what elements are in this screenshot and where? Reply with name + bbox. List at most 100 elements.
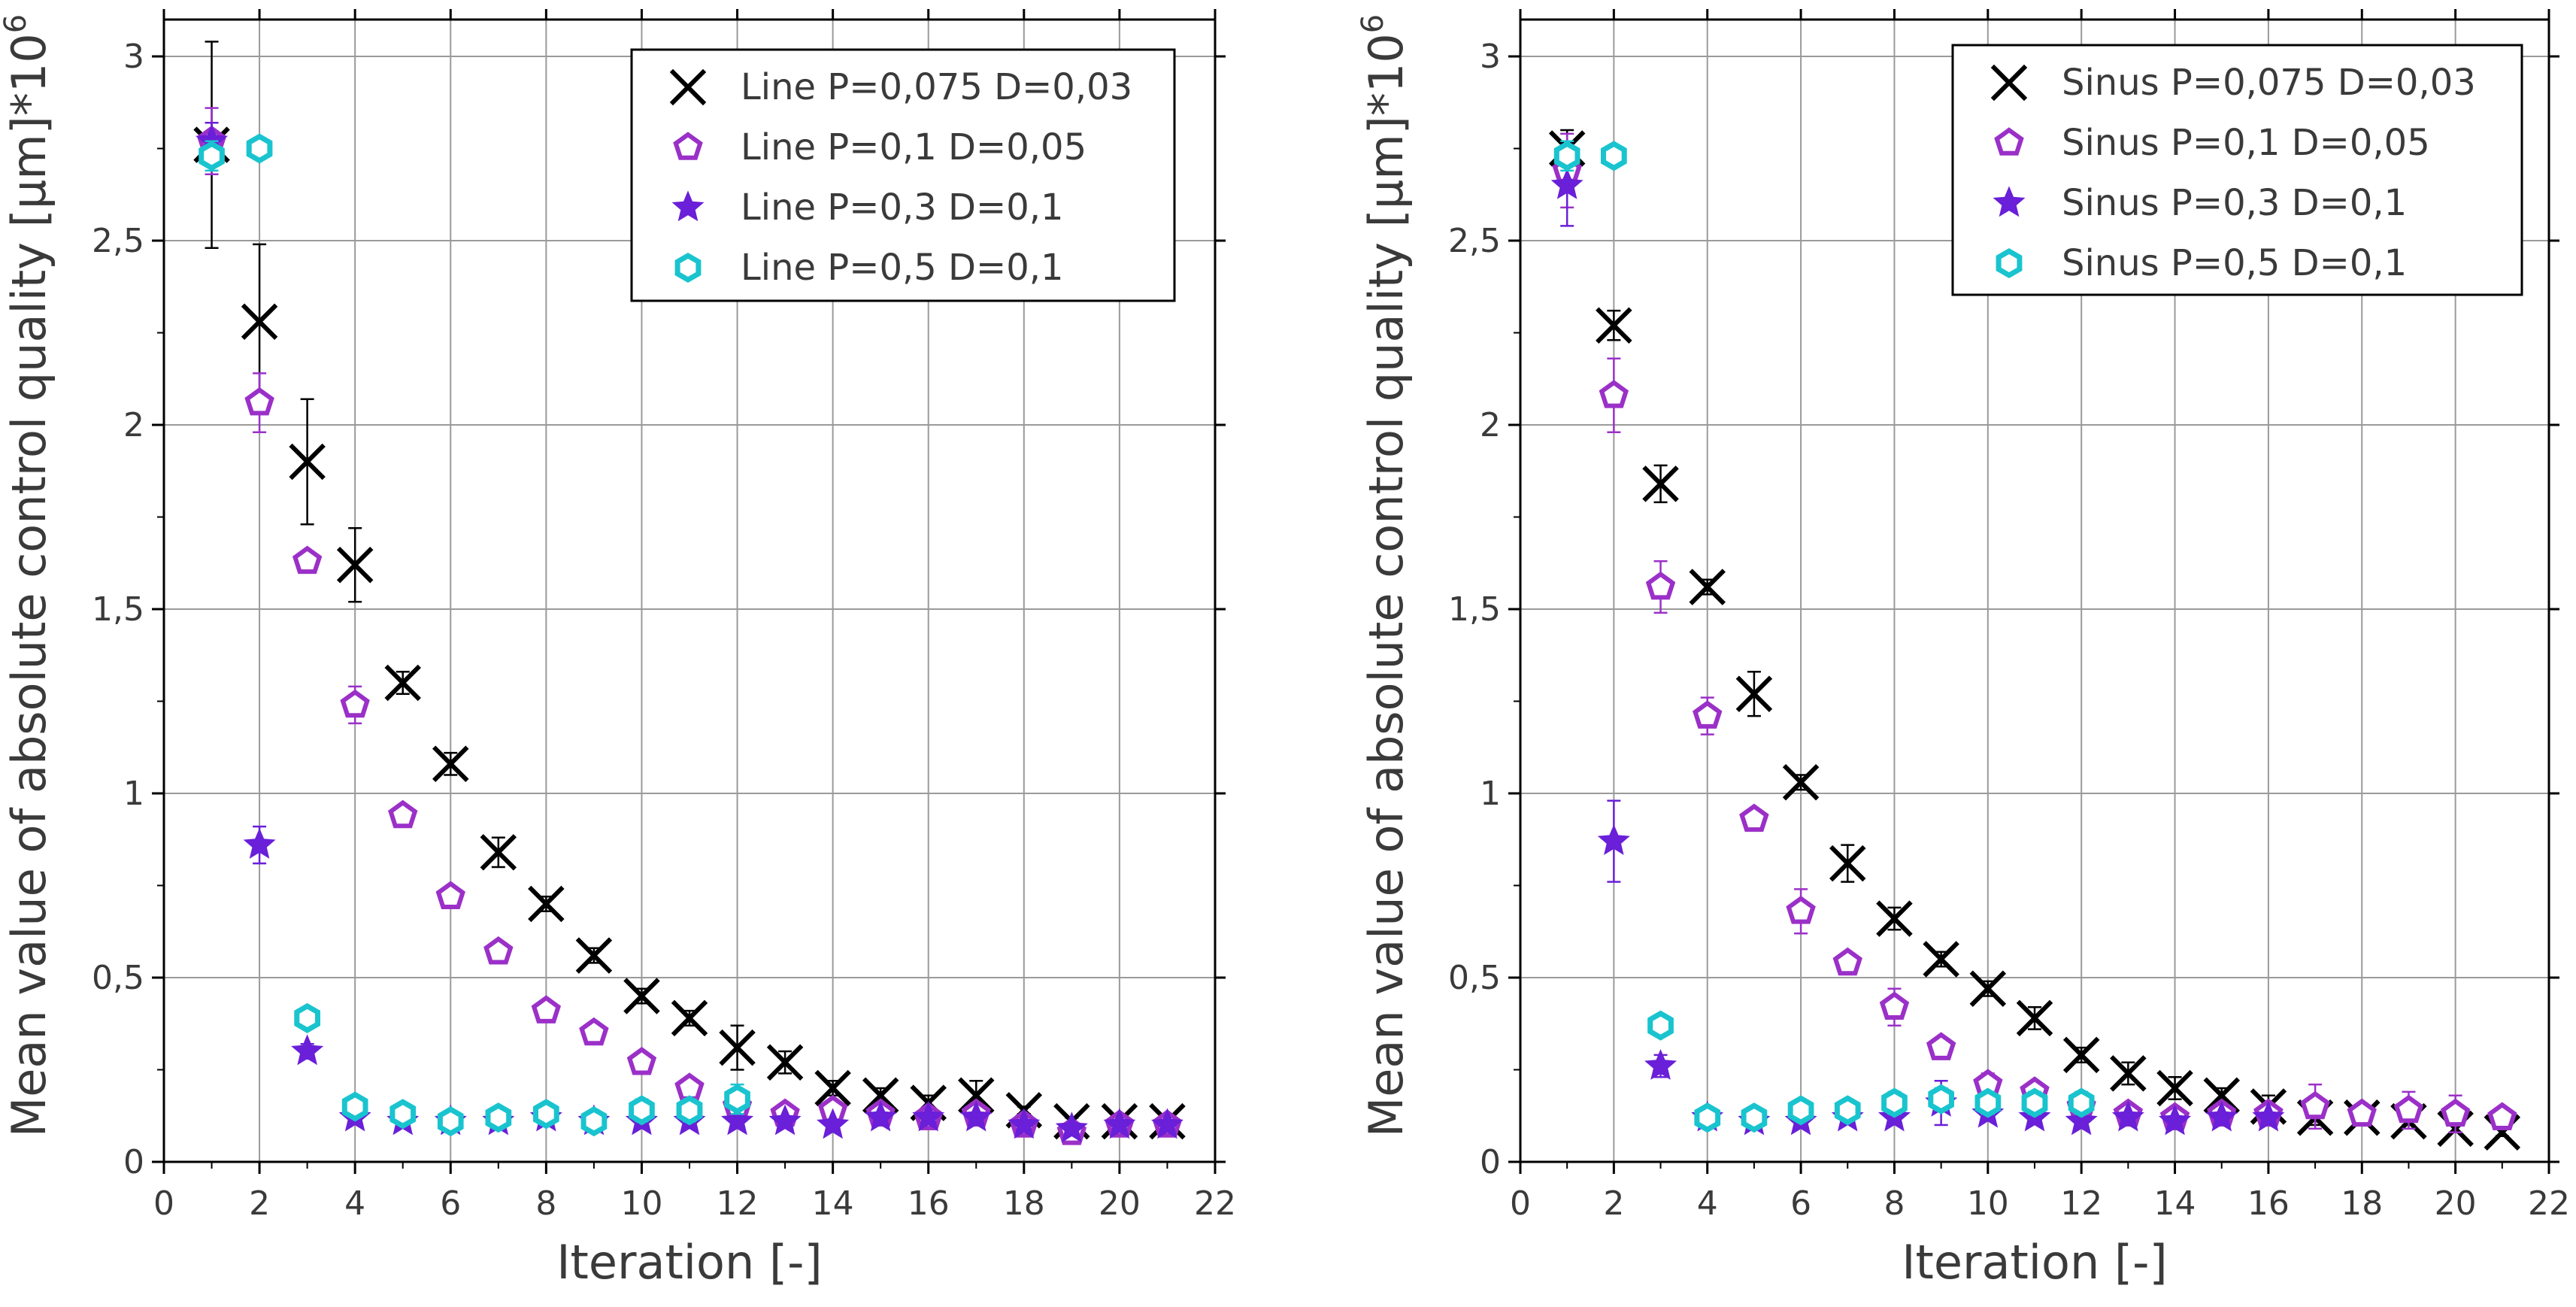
- tick-marks: [152, 9, 1226, 1174]
- y-tick-label: 0: [123, 1143, 144, 1181]
- data-point-hexagon: [1787, 1095, 1814, 1126]
- y-axis-label: Mean value of absolute control quality […: [1356, 14, 1414, 1137]
- data-point-x: [2156, 1069, 2193, 1107]
- x-tick-label: 20: [2435, 1184, 2477, 1223]
- data-point-x: [1829, 845, 1866, 882]
- data-point-star: [291, 1034, 324, 1066]
- data-point-hexagon: [341, 1091, 368, 1122]
- data-point-hexagon: [1601, 141, 1627, 171]
- data-point-star: [864, 1100, 897, 1132]
- y-tick-label: 0,5: [92, 959, 144, 997]
- x-tick-label: 10: [1967, 1184, 2009, 1223]
- y-axis-label-exponent: 6: [1356, 14, 1390, 33]
- data-point-star: [721, 1104, 754, 1136]
- data-point-hexagon: [2021, 1087, 2048, 1118]
- data-point-star: [959, 1100, 993, 1132]
- x-tick-label: 16: [2247, 1184, 2290, 1223]
- x-tick-label: 18: [1003, 1184, 1045, 1223]
- data-point-hexagon: [1881, 1087, 1908, 1118]
- data-point-x: [2203, 1077, 2240, 1114]
- data-point-hexagon: [389, 1099, 417, 1130]
- data-point-x: [1969, 970, 2007, 1007]
- data-point-pentagon: [2440, 1098, 2471, 1127]
- data-point-x: [289, 443, 326, 481]
- legend-box: [1951, 44, 2523, 296]
- data-point-star: [243, 828, 276, 859]
- data-point-star: [1150, 1108, 1183, 1139]
- tick-marks: [1508, 9, 2559, 1174]
- data-point-pentagon: [292, 545, 323, 575]
- data-point-star: [2065, 1104, 2098, 1136]
- y-tick-label: 2: [123, 406, 144, 444]
- x-tick-label: 22: [1194, 1184, 1236, 1223]
- x-tick-label: 0: [1510, 1184, 1531, 1223]
- data-point-x: [432, 745, 469, 783]
- data-point-star: [817, 1108, 850, 1139]
- data-point-x: [958, 1077, 995, 1114]
- data-point-pentagon: [531, 995, 562, 1023]
- x-tick-label: 2: [249, 1184, 270, 1223]
- data-point-pentagon: [2393, 1094, 2424, 1124]
- data-point-hexagon: [724, 1084, 750, 1114]
- series-hexagon: [199, 133, 750, 1137]
- x-axis-label: Iteration [-]: [1902, 1235, 2167, 1290]
- legend-label: Line P=0,1 D=0,05: [741, 126, 1086, 168]
- y-tick-label: 1: [123, 775, 144, 813]
- data-point-x: [384, 664, 421, 702]
- data-point-pentagon: [483, 936, 514, 965]
- data-point-star: [768, 1104, 802, 1136]
- series-hexagon: [1553, 140, 2095, 1133]
- data-point-hexagon: [676, 1095, 703, 1126]
- data-point-hexagon: [246, 133, 273, 164]
- data-point-x: [336, 546, 374, 584]
- data-point-hexagon: [437, 1106, 464, 1137]
- x-tick-label: 0: [153, 1184, 174, 1223]
- x-tick-label: 16: [908, 1184, 950, 1223]
- data-point-star: [1103, 1108, 1136, 1139]
- data-point-star: [1008, 1108, 1041, 1139]
- x-tick-label: 14: [812, 1184, 854, 1223]
- data-point-hexagon: [629, 1095, 655, 1126]
- data-point-x: [1923, 941, 1959, 978]
- data-point-x: [623, 978, 660, 1014]
- legend: Sinus P=0,075 D=0,03 Sinus P=0,1 D=0,05 Si…: [1951, 44, 2523, 296]
- legend-label: Line P=0,5 D=0,1: [741, 247, 1064, 289]
- legend-box: [630, 48, 1176, 302]
- y-axis-label: Mean value of absolute control quality […: [0, 14, 56, 1137]
- data-point-x: [2016, 999, 2053, 1037]
- data-point-hexagon: [2068, 1087, 2095, 1118]
- data-point-x: [241, 303, 278, 341]
- data-point-pentagon: [1832, 947, 1862, 976]
- y-tick-label: 0: [1480, 1143, 1501, 1181]
- legend-label: Sinus P=0,075 D=0,03: [2062, 62, 2476, 104]
- data-point-hexagon: [1553, 141, 1580, 171]
- data-point-pentagon: [1879, 991, 1910, 1020]
- data-point-x: [1642, 465, 1679, 502]
- legend-marker-x: [669, 68, 707, 106]
- legend-marker-star: [671, 190, 705, 222]
- legend-marker-star: [1993, 186, 2026, 217]
- legend-label: Sinus P=0,5 D=0,1: [2062, 242, 2407, 284]
- x-tick-label: 8: [535, 1184, 556, 1223]
- data-point-hexagon: [294, 1002, 320, 1033]
- x-tick-label: 20: [1099, 1184, 1141, 1223]
- data-point-hexagon: [485, 1102, 512, 1133]
- y-axis-label-exponent: 6: [0, 14, 33, 33]
- data-point-star: [2159, 1104, 2192, 1136]
- data-point-star: [2111, 1100, 2144, 1132]
- data-point-pentagon: [1739, 803, 1769, 832]
- legend-marker-hexagon: [674, 252, 702, 284]
- y-tick-label: 2,5: [92, 222, 144, 260]
- data-point-hexagon: [1928, 1084, 1954, 1114]
- data-point-x: [1596, 307, 1632, 344]
- data-point-hexagon: [1834, 1095, 1861, 1126]
- data-point-x: [766, 1044, 804, 1081]
- y-tick-label: 1,5: [92, 590, 144, 629]
- data-point-x: [528, 885, 565, 923]
- data-point-pentagon: [2300, 1090, 2330, 1120]
- legend-label: Sinus P=0,3 D=0,1: [2062, 182, 2407, 224]
- data-point-pentagon: [1926, 1032, 1956, 1060]
- legend-marker-x: [1990, 64, 2028, 102]
- data-point-x: [719, 1029, 756, 1066]
- data-point-hexagon: [199, 141, 225, 171]
